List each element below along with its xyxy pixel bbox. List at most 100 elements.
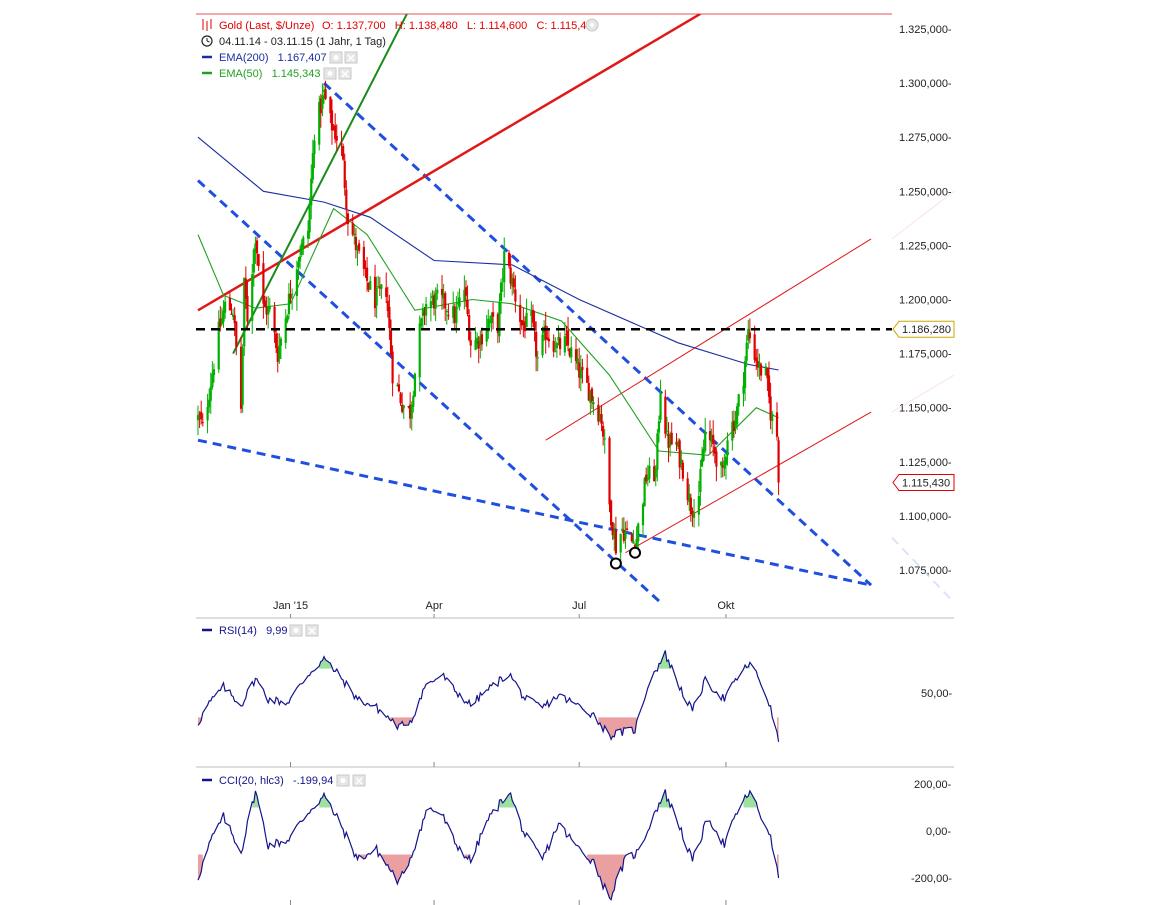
candle: [252, 248, 255, 287]
time-axis: Jan '15 Apr Jul Okt: [273, 600, 735, 612]
candle: [308, 197, 311, 239]
candle: [656, 429, 659, 482]
candle: [474, 327, 477, 351]
candle: [287, 283, 291, 320]
cci-tick-200: 200,00-: [914, 779, 952, 791]
candle: [554, 337, 557, 353]
month-ticks: [290, 614, 727, 905]
candle: [230, 303, 233, 315]
overbought-zone: [658, 650, 672, 669]
candle: [444, 291, 447, 322]
candle: [613, 523, 616, 551]
candle: [589, 389, 592, 415]
cci-label: CCI(20, hlc3) -.199,94: [219, 775, 333, 787]
candle: [485, 315, 488, 347]
ema200-settings-icon[interactable]: [329, 51, 343, 64]
candle: [228, 291, 231, 311]
ema50-label: EMA(50) 1.145,343: [219, 68, 321, 80]
candle: [678, 438, 681, 479]
candle: [278, 333, 281, 364]
candles: [196, 80, 780, 562]
candle: [273, 302, 276, 343]
candle: [367, 282, 370, 293]
candle: [498, 293, 501, 343]
candle: [469, 331, 472, 358]
candle: [297, 256, 300, 280]
candle: [313, 134, 316, 169]
candle: [747, 319, 750, 349]
price-tick: 1.125,000-: [899, 457, 952, 469]
overbought-zone: [252, 791, 259, 808]
candle: [220, 307, 224, 326]
candle: [340, 130, 343, 157]
candle: [362, 240, 365, 277]
candle: [657, 415, 661, 443]
oversold-zone: [389, 717, 414, 730]
settings-icon[interactable]: [585, 18, 599, 32]
candle: [702, 439, 705, 462]
candle: [391, 345, 394, 397]
price-panel: [196, 14, 892, 604]
candle: [235, 321, 238, 356]
candle: [525, 298, 528, 328]
candle: [769, 382, 772, 430]
candle: [587, 375, 590, 402]
candle: [565, 325, 568, 347]
time-label-jul: Jul: [572, 600, 586, 612]
candle: [519, 294, 522, 335]
ema200-close-icon[interactable]: [344, 51, 358, 64]
candle: [429, 292, 432, 322]
candle: [700, 446, 704, 468]
instrument-label: Gold (Last, $/Unze): [219, 20, 314, 32]
time-label-jan: Jan '15: [273, 600, 308, 612]
candle: [302, 235, 305, 255]
ema200-line: [197, 136, 779, 371]
candle: [468, 309, 471, 342]
candle: [373, 264, 377, 317]
candle: [726, 432, 729, 466]
candle: [731, 411, 734, 451]
candle: [630, 533, 633, 543]
candle: [463, 275, 466, 310]
candle: [212, 363, 216, 383]
candle: [329, 96, 332, 124]
candle: [570, 336, 573, 363]
candle: [424, 296, 428, 326]
candle: [632, 529, 635, 544]
candle: [409, 392, 412, 429]
cci-tick-0: 0,00-: [926, 826, 951, 838]
candle: [603, 429, 606, 454]
ema50-settings-icon[interactable]: [323, 67, 337, 80]
cci-axis: 200,00- 0,00- -200,00-: [911, 779, 952, 885]
candle: [440, 275, 444, 310]
cci-settings-icon[interactable]: [336, 774, 350, 787]
candle: [421, 303, 424, 331]
candle: [646, 465, 649, 487]
ema200-label: EMA(200) 1.167,407: [219, 52, 327, 64]
cci-close-icon[interactable]: [352, 774, 366, 787]
candle: [222, 300, 225, 328]
overbought-zone: [319, 793, 331, 808]
candle: [386, 286, 389, 318]
candle: [365, 257, 369, 292]
rsi-close-icon[interactable]: [305, 624, 319, 637]
candle: [645, 467, 648, 485]
candle: [514, 275, 517, 313]
candle: [667, 422, 670, 463]
candle: [431, 290, 434, 306]
price-tick: 1.100,000-: [899, 511, 952, 523]
ema50-close-icon[interactable]: [338, 67, 352, 80]
candle: [704, 417, 707, 453]
candle: [686, 472, 689, 506]
ohlc-label: O: 1.137,700 H: 1.138,480 L: 1.114,600 C…: [322, 20, 599, 32]
candle: [241, 344, 244, 413]
candle: [503, 237, 506, 298]
candle: [541, 326, 544, 358]
candle: [712, 420, 715, 457]
candle: [342, 143, 345, 161]
candle: [708, 420, 712, 455]
rsi-settings-icon[interactable]: [289, 624, 303, 637]
price-tick: 1.150,000-: [899, 403, 952, 415]
candle: [369, 276, 372, 290]
trendline-blue-dash: [322, 81, 873, 587]
